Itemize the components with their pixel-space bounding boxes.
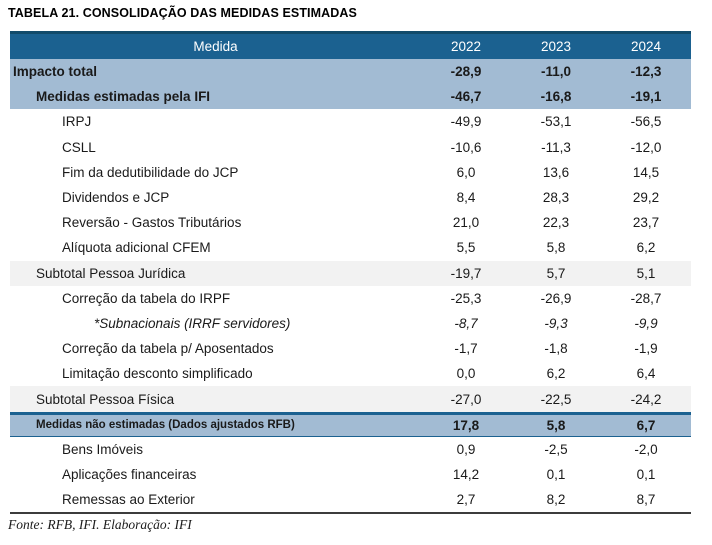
- row-value-2024: -24,2: [630, 391, 662, 407]
- row-value-2023: 13,6: [542, 164, 570, 180]
- row-label: Dividendos e JCP: [62, 190, 170, 206]
- row-value-2022: -28,9: [450, 64, 482, 80]
- row-value-2024: 6,4: [636, 366, 656, 382]
- table-row: Subtotal Pessoa Jurídica -19,7 5,7 5,1: [10, 260, 691, 286]
- row-value-2022: 0,9: [456, 441, 476, 457]
- row-value-2024: 6,7: [636, 417, 656, 433]
- row-label: Impacto total: [13, 64, 98, 80]
- row-value-2023: -16,8: [540, 89, 572, 105]
- table-row: Alíquota adicional CFEM 5,5 5,8 6,2: [10, 235, 691, 260]
- row-label: Correção da tabela p/ Aposentados: [62, 341, 274, 357]
- row-value-2023: 5,7: [546, 265, 566, 281]
- row-value-2022: 6,0: [456, 164, 476, 180]
- table-row: Remessas ao Exterior 2,7 8,2 8,7: [10, 487, 691, 512]
- row-value-2022: -49,9: [450, 114, 482, 130]
- table-title: TABELA 21. CONSOLIDAÇÃO DAS MEDIDAS ESTI…: [8, 6, 357, 20]
- row-label: Bens Imóveis: [62, 441, 144, 457]
- table-row: Bens Imóveis 0,9 -2,5 -2,0: [10, 437, 691, 462]
- row-value-2022: -46,7: [450, 89, 482, 105]
- row-value-2024: 6,2: [636, 240, 656, 256]
- row-value-2024: -56,5: [630, 114, 662, 130]
- row-value-2024: 8,7: [636, 492, 656, 508]
- column-header-2023: 2023: [540, 39, 572, 54]
- row-value-2023: 28,3: [542, 190, 570, 206]
- source-note: Fonte: RFB, IFI. Elaboração: IFI: [8, 517, 192, 532]
- row-label: Medidas não estimadas (Dados ajustados R…: [36, 419, 295, 432]
- column-header-2022: 2022: [450, 39, 482, 54]
- row-label: *Subnacionais (IRRF servidores): [94, 315, 291, 331]
- row-label: Alíquota adicional CFEM: [62, 240, 211, 256]
- row-value-2022: 17,8: [452, 417, 480, 433]
- row-value-2022: 14,2: [452, 467, 480, 483]
- row-value-2024: 23,7: [632, 215, 660, 231]
- row-value-2022: -27,0: [450, 391, 482, 407]
- row-value-2022: 21,0: [452, 215, 480, 231]
- row-value-2024: -28,7: [630, 290, 662, 306]
- row-value-2022: -1,7: [454, 341, 478, 357]
- row-value-2024: 14,5: [632, 164, 660, 180]
- row-value-2023: 5,8: [546, 417, 566, 433]
- column-header-2024: 2024: [630, 39, 662, 54]
- table-row: Reversão - Gastos Tributários 21,0 22,3 23,…: [10, 210, 691, 235]
- table-row: Limitação desconto simplificado 0,0 6,2 6,4: [10, 361, 691, 386]
- row-value-2022: -8,7: [454, 315, 478, 331]
- row-value-2024: -2,0: [634, 441, 658, 457]
- table-row: Correção da tabela p/ Aposentados -1,7 -1,…: [10, 336, 691, 361]
- table-row: *Subnacionais (IRRF servidores) -8,7 -9,3 -…: [10, 311, 691, 336]
- table-header-row: Medida 2022 2023 2024: [10, 31, 691, 59]
- row-value-2023: 8,2: [546, 492, 566, 508]
- row-value-2023: -9,3: [544, 315, 568, 331]
- row-value-2024: 5,1: [636, 265, 656, 281]
- measures-table: Medida 2022 2023 2024 Impacto total -28,9…: [10, 31, 691, 515]
- row-value-2023: -26,9: [540, 290, 572, 306]
- row-label: IRPJ: [62, 114, 92, 130]
- row-label: Aplicações financeiras: [62, 467, 197, 483]
- row-value-2022: 8,4: [456, 190, 476, 206]
- row-value-2024: 29,2: [632, 190, 660, 206]
- row-value-2023: 0,1: [546, 467, 566, 483]
- row-value-2023: 22,3: [542, 215, 570, 231]
- row-value-2023: -22,5: [540, 391, 572, 407]
- row-value-2024: -9,9: [634, 315, 658, 331]
- row-value-2023: 5,8: [546, 240, 566, 256]
- row-value-2024: -1,9: [634, 341, 658, 357]
- table-row: Medidas não estimadas (Dados ajustados R…: [10, 411, 691, 437]
- row-value-2023: -11,3: [541, 139, 571, 155]
- row-value-2022: 2,7: [456, 492, 476, 508]
- table-row: Dividendos e JCP 8,4 28,3 29,2: [10, 185, 691, 210]
- table-row: Aplicações financeiras 14,2 0,1 0,1: [10, 462, 691, 487]
- row-label: Subtotal Pessoa Física: [36, 391, 175, 407]
- row-value-2022: -19,7: [450, 265, 482, 281]
- row-value-2022: -10,6: [450, 139, 482, 155]
- row-label: Remessas ao Exterior: [62, 492, 195, 508]
- row-value-2023: -53,1: [540, 114, 572, 130]
- row-value-2022: -25,3: [450, 290, 482, 306]
- row-value-2023: -2,5: [544, 441, 568, 457]
- row-value-2023: -11,0: [540, 64, 572, 80]
- row-value-2024: 0,1: [636, 467, 656, 483]
- row-value-2024: -12,0: [630, 139, 662, 155]
- table-row: CSLL -10,6 -11,3 -12,0: [10, 135, 691, 160]
- table-row: Fim da dedutibilidade do JCP 6,0 13,6 14,5: [10, 160, 691, 185]
- row-value-2023: 6,2: [546, 366, 566, 382]
- row-value-2023: -1,8: [544, 341, 568, 357]
- row-label: Subtotal Pessoa Jurídica: [36, 265, 186, 281]
- table-row: Medidas estimadas pela IFI -46,7 -16,8 -19,…: [10, 84, 691, 110]
- row-value-2022: 5,5: [456, 240, 476, 256]
- table-row: Impacto total -28,9 -11,0 -12,3: [10, 59, 691, 85]
- row-label: Medidas estimadas pela IFI: [36, 89, 211, 105]
- row-label: CSLL: [62, 139, 96, 155]
- table-row: IRPJ -49,9 -53,1 -56,5: [10, 109, 691, 134]
- table-row: Subtotal Pessoa Física -27,0 -22,5 -24,2: [10, 386, 691, 412]
- row-value-2022: 0,0: [456, 366, 476, 382]
- row-label: Correção da tabela do IRPF: [62, 290, 231, 306]
- row-label: Limitação desconto simplificado: [62, 366, 253, 382]
- row-value-2024: -12,3: [630, 64, 662, 80]
- row-value-2024: -19,1: [630, 89, 662, 105]
- row-label: Fim da dedutibilidade do JCP: [62, 164, 239, 180]
- table-row: Correção da tabela do IRPF -25,3 -26,9 -28,…: [10, 286, 691, 311]
- row-label: Reversão - Gastos Tributários: [62, 215, 242, 231]
- table-body: Impacto total -28,9 -11,0 -12,3 Medidas esti…: [10, 59, 691, 512]
- column-header-medida: Medida: [193, 39, 238, 54]
